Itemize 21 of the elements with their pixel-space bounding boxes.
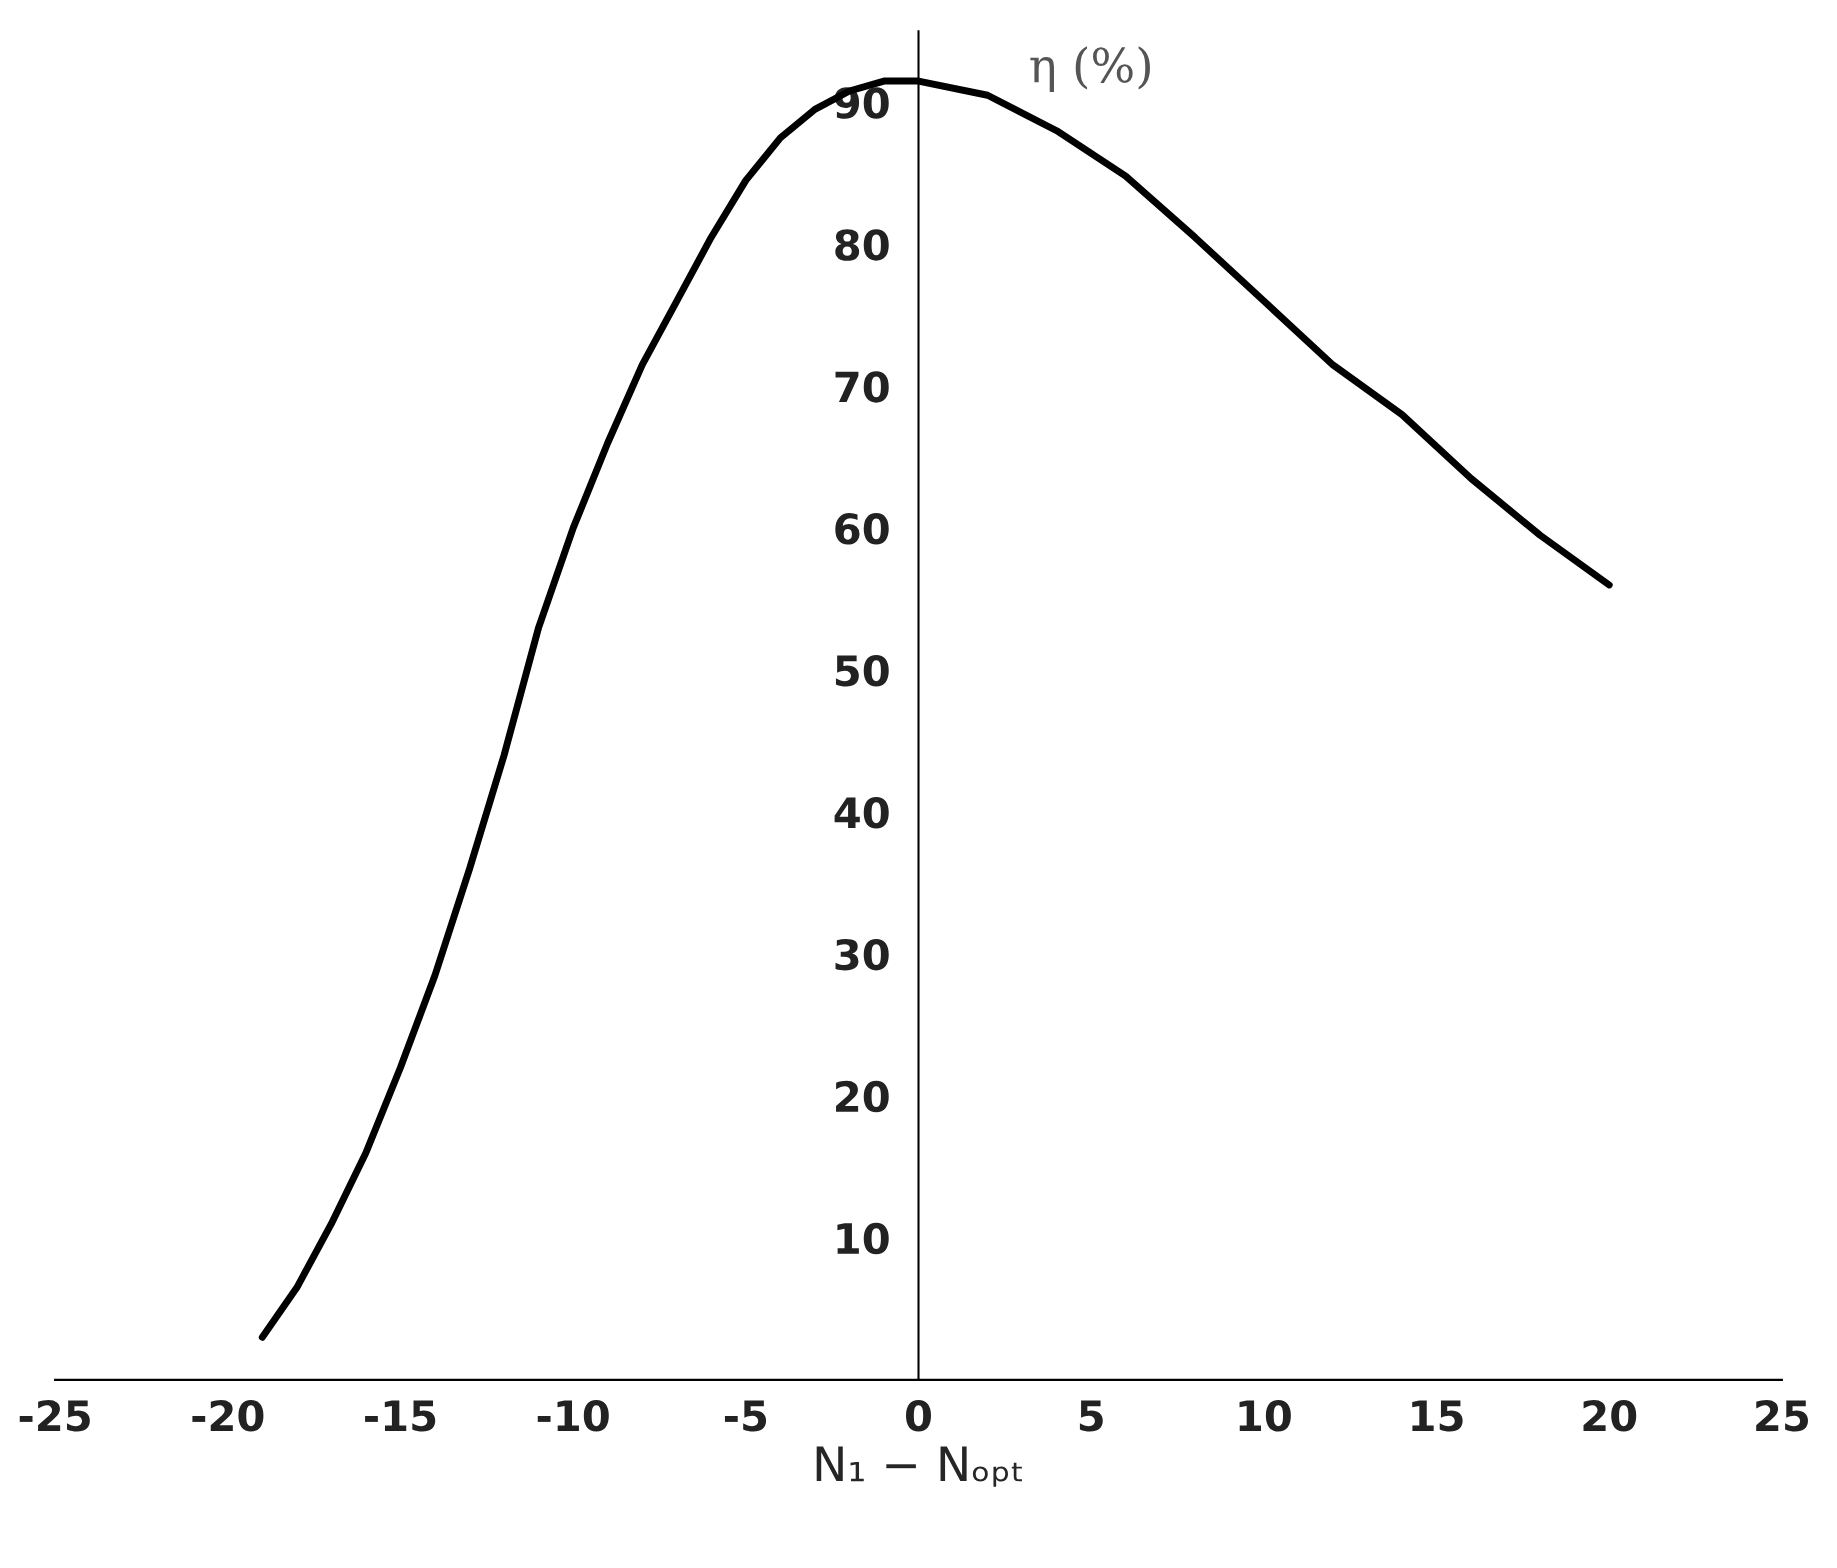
y-axis-title: η (%) bbox=[1030, 46, 1150, 93]
y-tick-label: 80 bbox=[835, 229, 889, 261]
y-tick-label: 40 bbox=[834, 796, 889, 829]
y-tick-label: 10 bbox=[837, 1222, 889, 1255]
y-tick-label: 20 bbox=[836, 1080, 889, 1113]
y-tick-label: 30 bbox=[835, 938, 889, 971]
x-tick-label: 25 bbox=[1756, 1400, 1808, 1432]
x-tick-label: -15 bbox=[365, 1400, 436, 1432]
x-tick-label: -5 bbox=[724, 1400, 767, 1432]
x-tick-label: -20 bbox=[192, 1400, 264, 1432]
x-tick-label: 10 bbox=[1239, 1400, 1291, 1432]
x-tick-label: 0 bbox=[906, 1400, 931, 1432]
x-axis-title: N₁ − Nₒₚₜ bbox=[816, 1446, 1022, 1487]
x-tick-label: 5 bbox=[1079, 1400, 1103, 1432]
x-tick-label: 15 bbox=[1412, 1400, 1463, 1432]
x-tick-label: 20 bbox=[1583, 1400, 1637, 1432]
x-tick-label: -25 bbox=[19, 1400, 90, 1432]
y-tick-label: 60 bbox=[835, 513, 889, 545]
x-tick-label: -10 bbox=[537, 1400, 609, 1432]
y-tick-label: 70 bbox=[835, 371, 889, 403]
y-tick-label: 50 bbox=[835, 655, 889, 687]
